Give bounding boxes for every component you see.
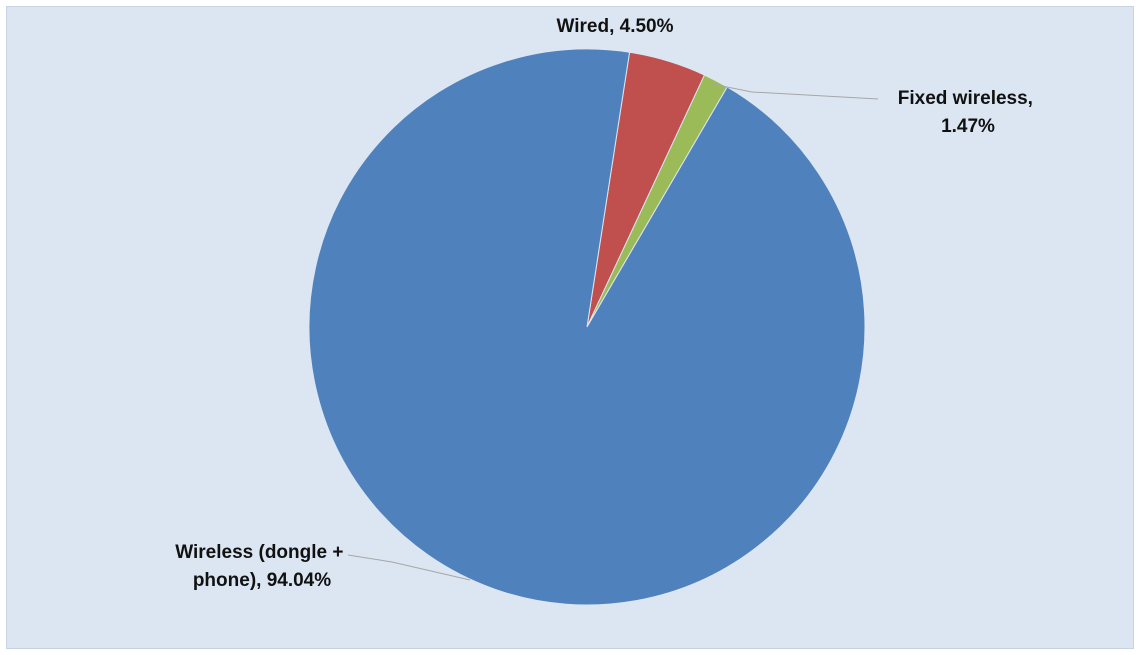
leader-line-fixed-wireless: [711, 83, 879, 100]
pie-slices: [308, 48, 866, 606]
label-wired: Wired, 4.50%: [556, 16, 673, 37]
pie-slice-wireless-dongle-phone: [308, 48, 866, 606]
label-fixed-wireless: Fixed wireless, 1.47%: [898, 88, 1038, 137]
leader-line-wireless: [347, 554, 471, 581]
label-wireless: Wireless (dongle + phone), 94.04%: [175, 542, 349, 591]
